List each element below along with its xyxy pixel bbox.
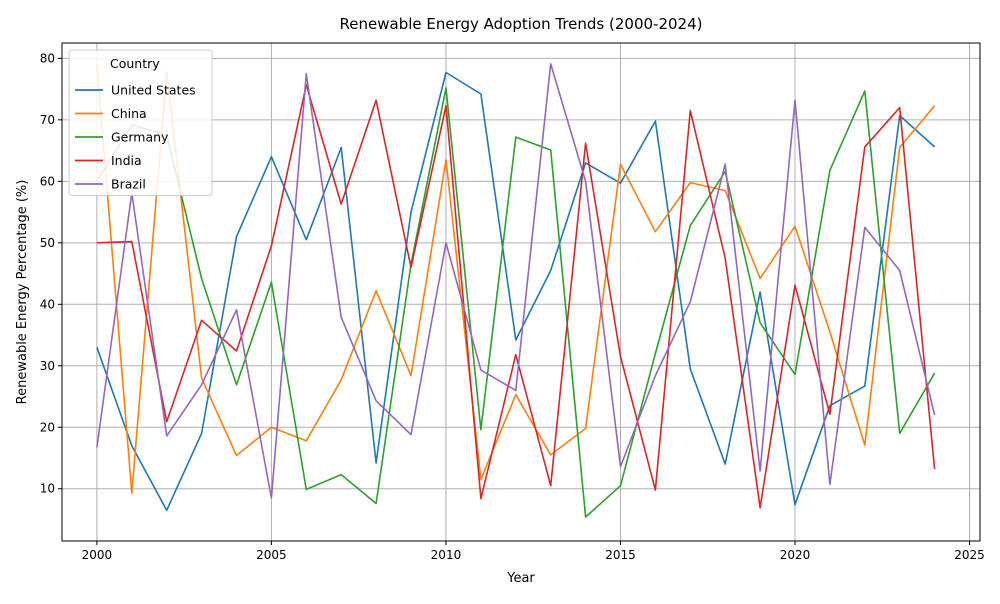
y-axis-label: Renewable Energy Percentage (%) (15, 180, 30, 405)
series-line-united-states (96, 71, 936, 512)
legend-entry: India (111, 153, 142, 168)
series-line-india (96, 84, 936, 509)
plot-frame (61, 42, 981, 542)
y-tick-label: 30 (40, 359, 55, 373)
legend: Country United States China Germany India Bra… (68, 49, 213, 196)
y-tick-label: 40 (40, 297, 55, 311)
series-line-germany (96, 87, 936, 518)
axis-ticks: 2000 2005 2010 2015 2020 2025 10 20 30 40 50 60 70 80 (40, 51, 985, 562)
x-tick-label: 2015 (605, 548, 636, 562)
y-tick-label: 20 (40, 420, 55, 434)
y-tick-label: 60 (40, 174, 55, 188)
legend-box (68, 49, 213, 196)
x-tick-label: 2010 (431, 548, 462, 562)
grid (62, 43, 980, 541)
series-lines (96, 63, 936, 518)
series-line-china (96, 64, 936, 494)
x-tick-label: 2000 (82, 548, 113, 562)
legend-entry: Brazil (111, 177, 146, 192)
legend-entry: China (111, 106, 147, 121)
x-axis-label: Year (506, 571, 535, 586)
legend-entry: Germany (111, 130, 169, 145)
y-tick-label: 80 (40, 51, 55, 65)
series-line-brazil (96, 63, 936, 499)
y-tick-label: 70 (40, 113, 55, 127)
x-tick-label: 2025 (954, 548, 985, 562)
x-tick-label: 2005 (256, 548, 287, 562)
y-tick-label: 50 (40, 236, 55, 250)
legend-entry: United States (111, 83, 196, 98)
x-tick-label: 2020 (780, 548, 811, 562)
chart-title: Renewable Energy Adoption Trends (2000-2… (340, 15, 703, 33)
y-tick-label: 10 (40, 482, 55, 496)
legend-title: Country (110, 56, 160, 71)
